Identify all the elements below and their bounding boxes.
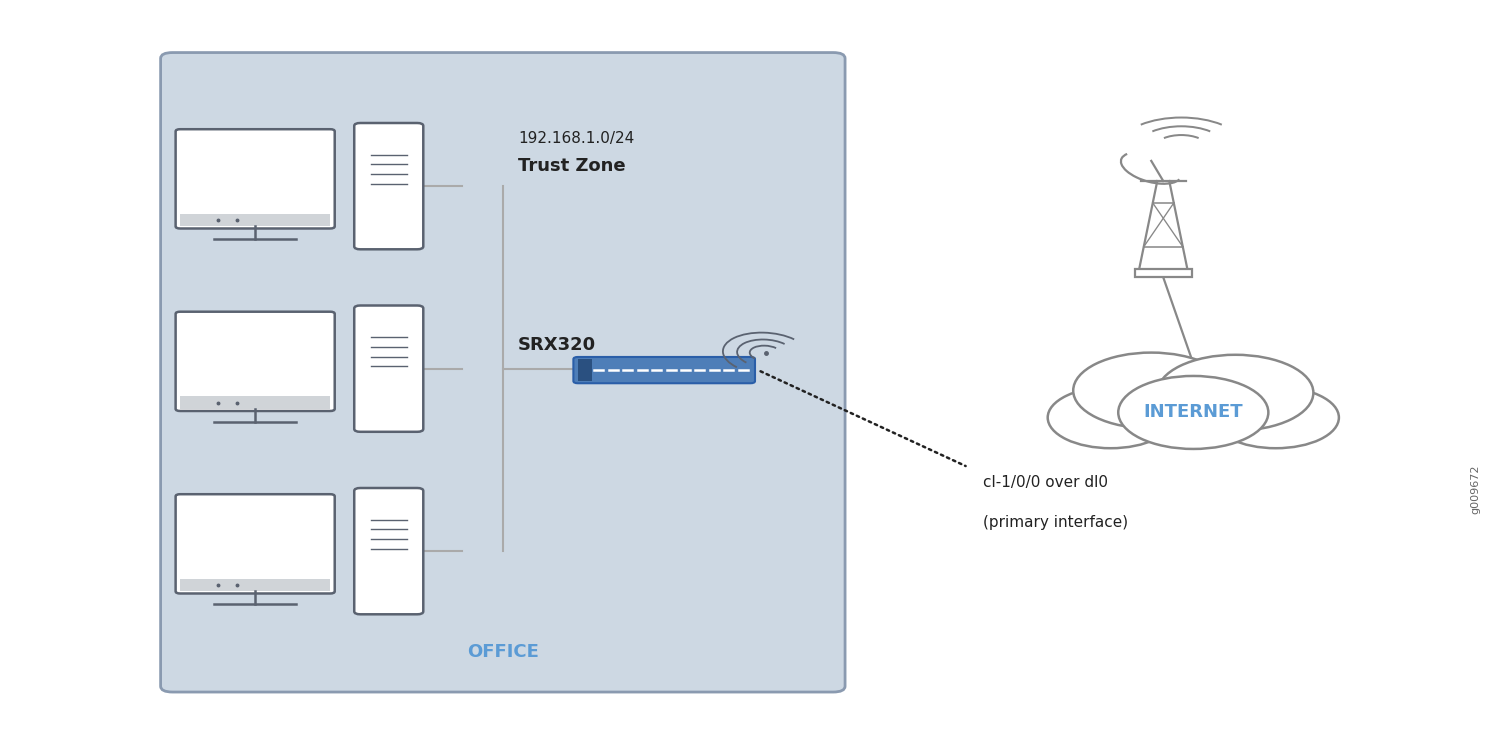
FancyBboxPatch shape [176, 494, 335, 593]
Text: g009672: g009672 [1471, 464, 1480, 514]
Text: Trust Zone: Trust Zone [518, 157, 626, 175]
Circle shape [1118, 376, 1268, 449]
Bar [1135, 269, 1192, 277]
Text: (primary interface): (primary interface) [983, 515, 1129, 530]
Text: 192.168.1.0/24: 192.168.1.0/24 [518, 131, 633, 146]
FancyBboxPatch shape [354, 123, 423, 250]
Bar [180, 214, 330, 226]
Circle shape [1048, 387, 1174, 448]
Bar [180, 396, 330, 409]
FancyBboxPatch shape [161, 53, 845, 692]
Bar [180, 579, 330, 591]
Text: INTERNET: INTERNET [1144, 404, 1243, 421]
Circle shape [1157, 355, 1313, 431]
FancyBboxPatch shape [578, 359, 591, 381]
FancyBboxPatch shape [573, 357, 755, 383]
Text: cl-1/0/0 over dl0: cl-1/0/0 over dl0 [983, 474, 1108, 490]
FancyBboxPatch shape [354, 488, 423, 615]
Text: OFFICE: OFFICE [467, 642, 539, 661]
FancyBboxPatch shape [176, 312, 335, 411]
FancyBboxPatch shape [354, 305, 423, 432]
Circle shape [1213, 387, 1339, 448]
Circle shape [1073, 353, 1229, 429]
Text: SRX320: SRX320 [518, 336, 596, 354]
FancyBboxPatch shape [176, 129, 335, 228]
